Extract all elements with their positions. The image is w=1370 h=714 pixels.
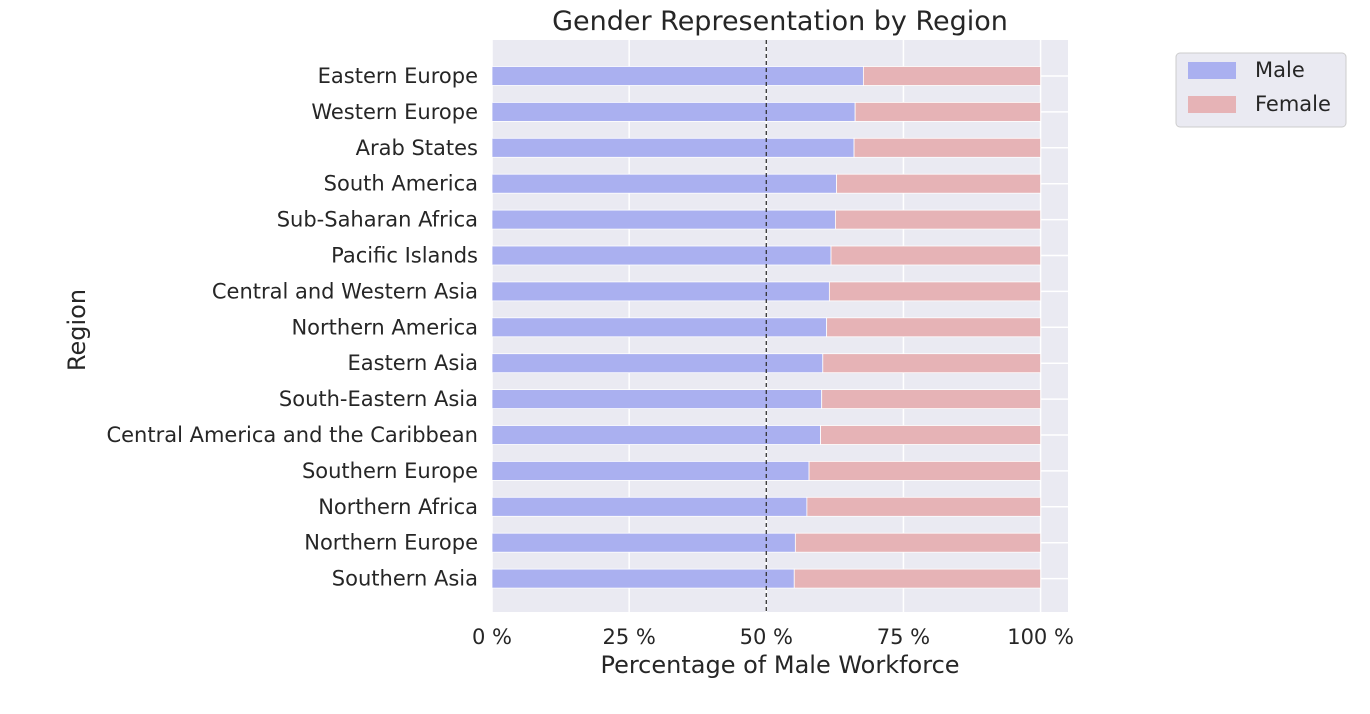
y-tick-label: Sub-Saharan Africa bbox=[277, 208, 478, 232]
bar-male-south-america bbox=[491, 173, 837, 194]
bar-female-eastern-europe bbox=[862, 66, 1041, 86]
bar-female-southern-asia bbox=[793, 568, 1041, 589]
bar-female-sub-saharan-africa bbox=[835, 209, 1041, 230]
chart-title: Gender Representation by Region bbox=[552, 6, 1008, 37]
x-tick-labels: 0 % 25 % 50 % 75 % 100 % bbox=[472, 625, 1074, 649]
bar-male-northern-america bbox=[491, 317, 828, 338]
legend-label-female: Female bbox=[1255, 92, 1331, 116]
y-tick-label: Central America and the Caribbean bbox=[106, 423, 478, 447]
bar-male-arab-states bbox=[491, 137, 855, 158]
bar-female-southern-europe bbox=[808, 460, 1041, 481]
y-tick-label: Western Europe bbox=[311, 100, 478, 124]
y-tick-label: Northern Africa bbox=[318, 495, 478, 519]
y-tick-label: Southern Europe bbox=[302, 459, 478, 483]
x-tick-label: 75 % bbox=[877, 625, 930, 649]
y-tick-label: Central and Western Asia bbox=[212, 279, 478, 303]
bar-male-eastern-europe bbox=[491, 66, 864, 86]
bar-male-central-and-western-asia bbox=[491, 281, 830, 302]
bar-male-south-eastern-asia bbox=[491, 389, 823, 410]
x-tick-label: 100 % bbox=[1007, 625, 1074, 649]
bar-male-eastern-asia bbox=[491, 353, 824, 374]
bars-group bbox=[491, 66, 1041, 589]
bar-female-northern-europe bbox=[794, 532, 1041, 553]
bar-female-northern-africa bbox=[806, 496, 1041, 517]
y-tick-label: Eastern Europe bbox=[318, 64, 478, 88]
x-tick-label: 0 % bbox=[472, 625, 512, 649]
legend-label-male: Male bbox=[1255, 58, 1305, 82]
y-tick-label: Southern Asia bbox=[332, 567, 478, 591]
bar-male-northern-africa bbox=[491, 496, 808, 517]
legend: Male Female bbox=[1175, 52, 1347, 128]
y-tick-label: Arab States bbox=[356, 136, 478, 160]
bar-female-pacific-islands bbox=[830, 245, 1041, 266]
bar-male-southern-asia bbox=[491, 568, 795, 589]
y-tick-label: Northern Europe bbox=[304, 531, 478, 555]
bar-male-pacific-islands bbox=[491, 245, 832, 266]
bar-female-central-america-and-the-caribbean bbox=[820, 425, 1041, 445]
y-tick-labels: Eastern Europe Western Europe Arab States S… bbox=[106, 64, 478, 591]
x-tick-label: 25 % bbox=[602, 625, 655, 649]
bar-female-arab-states bbox=[853, 137, 1041, 158]
y-tick-label: South America bbox=[324, 172, 478, 196]
y-tick-label: South-Eastern Asia bbox=[279, 387, 478, 411]
bar-female-western-europe bbox=[854, 102, 1041, 122]
y-tick-label: Eastern Asia bbox=[348, 351, 479, 375]
bar-female-south-america bbox=[836, 173, 1041, 194]
bar-female-northern-america bbox=[826, 317, 1041, 338]
bar-female-eastern-asia bbox=[822, 353, 1041, 374]
bar-female-south-eastern-asia bbox=[821, 389, 1041, 410]
bar-female-central-and-western-asia bbox=[828, 281, 1041, 302]
bar-male-northern-europe bbox=[491, 532, 796, 553]
bar-male-western-europe bbox=[491, 102, 856, 122]
bar-male-southern-europe bbox=[491, 460, 810, 481]
x-tick-label: 50 % bbox=[740, 625, 793, 649]
y-tick-label: Pacific Islands bbox=[331, 244, 478, 268]
bar-male-sub-saharan-africa bbox=[491, 209, 836, 230]
bar-male-central-america-and-the-caribbean bbox=[491, 425, 821, 445]
y-axis-label: Region bbox=[63, 289, 91, 371]
legend-swatch-male bbox=[1188, 62, 1236, 79]
legend-swatch-female bbox=[1188, 96, 1236, 113]
y-tick-label: Northern America bbox=[291, 315, 478, 339]
x-axis-label: Percentage of Male Workforce bbox=[600, 651, 959, 679]
